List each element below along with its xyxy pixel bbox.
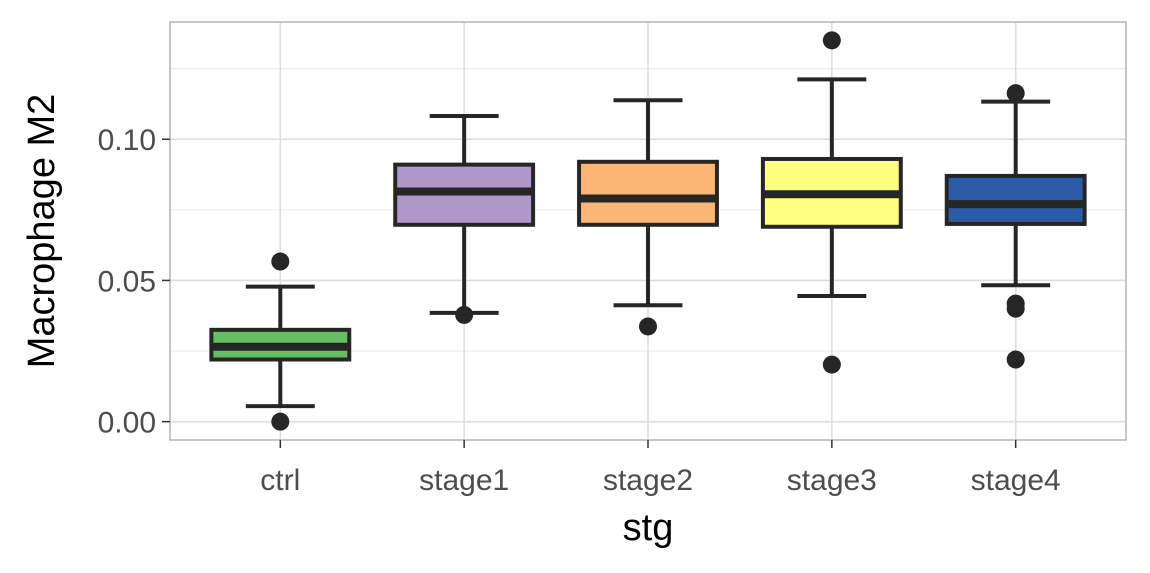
box-stage2 xyxy=(577,98,719,336)
box-layer xyxy=(209,31,1087,431)
outlier-point xyxy=(1006,350,1025,369)
outlier-point xyxy=(1006,84,1025,103)
y-tick-label: 0.05 xyxy=(98,265,156,298)
y-axis-title: Macrophage M2 xyxy=(21,94,63,369)
outlier-point xyxy=(1006,299,1025,318)
outlier-point xyxy=(822,355,841,374)
box-stage4 xyxy=(944,84,1087,369)
x-tick-label: stage1 xyxy=(419,464,509,497)
x-tick-label: stage3 xyxy=(787,464,877,497)
x-axis-title: stg xyxy=(623,507,674,549)
box-stage3 xyxy=(760,31,903,374)
plot-panel xyxy=(169,21,1127,441)
outlier-point xyxy=(455,305,474,324)
outlier-point xyxy=(271,412,290,431)
x-tick-label: stage2 xyxy=(603,464,693,497)
y-tick-label: 0.10 xyxy=(98,124,156,157)
box-ctrl xyxy=(209,252,352,431)
outlier-point xyxy=(822,31,841,50)
x-tick-label: stage4 xyxy=(971,464,1061,497)
x-tick-label: ctrl xyxy=(260,464,300,497)
box-iqr xyxy=(577,159,719,227)
box-stage1 xyxy=(393,114,536,324)
y-tick-label: 0.00 xyxy=(98,407,156,440)
axes: 0.00 0.05 0.10 ctrl stage1 stage2 stage3 stage4 xyxy=(98,124,1061,497)
box-iqr xyxy=(944,173,1087,226)
outlier-point xyxy=(639,317,657,336)
outlier-point xyxy=(271,252,290,271)
